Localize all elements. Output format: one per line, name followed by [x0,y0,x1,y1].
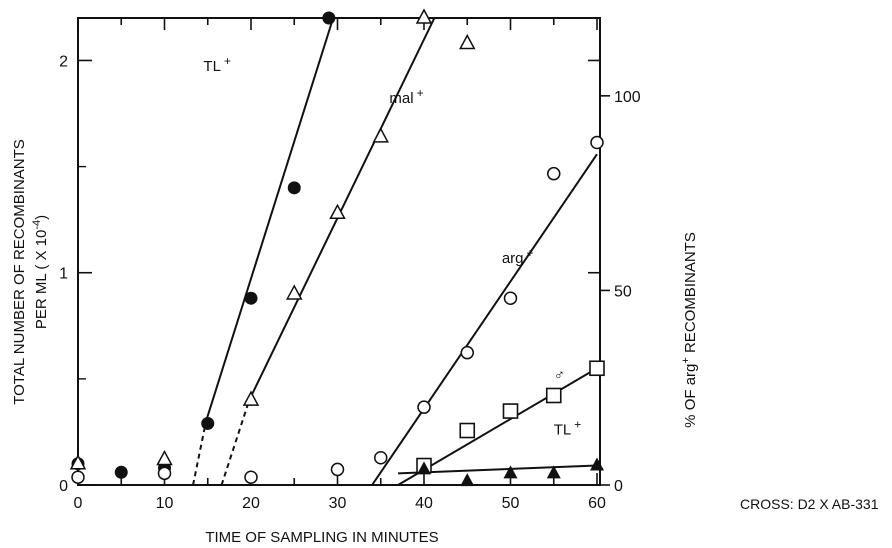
data-point [546,465,561,479]
y-left-title-base: PER ML ( X 10 [33,230,50,329]
series-label: mal + [389,86,423,107]
data-point [374,451,388,465]
fit-lines [192,17,598,486]
y-right-tick-label: 0 [614,478,623,495]
data-point [503,465,518,479]
data-point [417,400,431,414]
x-tick-label: 60 [588,495,606,512]
data-point [589,360,605,377]
data-point [460,473,475,487]
series-label-name: TL [554,421,572,438]
x-tick-label: 30 [329,495,347,512]
series-label: arg + [502,246,534,267]
series-label: TL + [554,417,582,438]
series-labels: TL +mal +arg +♂TL + [203,54,581,438]
y-left-tick-label: 2 [59,53,68,70]
y-right-axis-title: % OF arg+ RECOMBINANTS [680,232,699,428]
series-label-name: mal [389,90,413,107]
fit-line [205,17,335,422]
data-point [545,387,562,404]
data-point [157,466,172,481]
y-left-axis-title-line2: PER ML ( X 10-4) [31,215,50,329]
fit-line [371,153,598,486]
fit-line [248,17,436,401]
data-point [415,8,433,24]
data-point [244,291,258,305]
x-tick-label: 40 [415,495,433,512]
data-point [156,449,173,466]
data-point [590,135,604,150]
data-point [329,203,346,220]
series-label-name: ♂ [554,367,565,384]
data-point [460,345,474,360]
data-point [459,422,476,439]
plot-border [77,17,601,486]
data-point [71,470,85,484]
y-left-title-close: ) [33,215,50,220]
y-left-axis-title-line1: TOTAL NUMBER OF RECOMBINANTS [11,139,28,405]
series-label-name: arg [502,250,524,267]
data-point [69,454,87,470]
y-left-title-exponent: -4 [31,220,43,230]
data-point [322,11,336,25]
data-point [244,470,258,484]
series-label-sup: + [574,417,581,431]
series-label-sup: + [527,246,534,260]
x-tick-label: 50 [502,495,520,512]
data-point [372,127,390,143]
x-tick-label: 0 [74,495,83,512]
y-right-title-pre: % OF arg [682,364,699,428]
data-points [69,8,605,487]
x-tick-label: 20 [242,495,260,512]
x-tick-label: 10 [156,495,174,512]
data-point [547,166,561,181]
series-label-name: TL [203,58,221,75]
x-axis-title: TIME OF SAMPLING IN MINUTES [205,529,438,546]
extrapolation-line [192,421,207,486]
data-point [285,284,303,300]
data-point [242,390,260,406]
data-point [502,403,519,419]
y-left-tick-label: 1 [59,266,68,283]
data-point [458,33,476,50]
y-right-tick-label: 100 [614,89,641,106]
y-left-tick-label: 0 [59,478,68,495]
data-point [287,181,301,195]
data-point [201,416,215,430]
data-point [590,457,604,471]
series-label-sup: + [224,54,231,68]
plot-frame [77,17,601,486]
y-right-tick-label: 50 [614,283,632,300]
data-point [417,461,431,475]
series-label: ♂ [554,367,565,384]
extrapolation-line [220,399,251,486]
series-label: TL + [203,54,231,75]
cross-annotation: CROSS: D2 X AB-331 [740,496,879,512]
data-point [114,465,128,479]
y-right-title-sup: + [680,357,692,363]
data-point [330,462,345,477]
y-right-title-post: RECOMBINANTS [682,232,699,357]
series-label-sup: + [417,86,424,100]
data-point [503,291,518,305]
